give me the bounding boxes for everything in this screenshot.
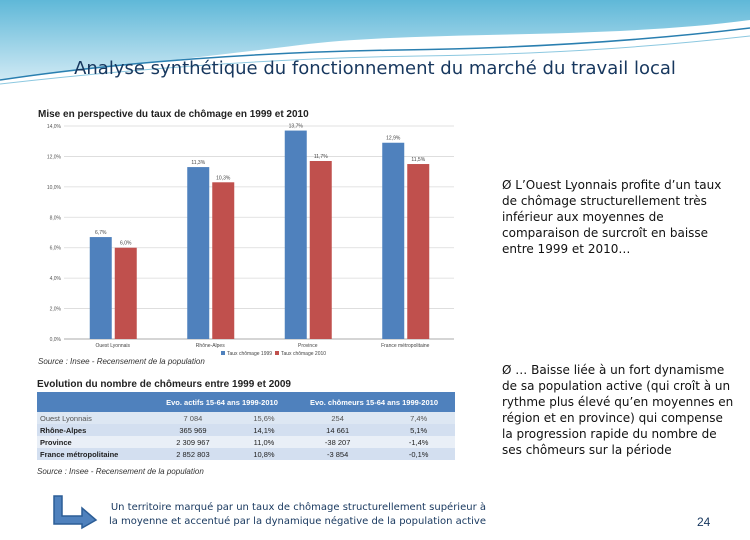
cell: 2 852 803: [151, 448, 235, 460]
y-tick-label: 2,0%: [50, 307, 62, 313]
cell: 10,8%: [234, 448, 294, 460]
table-row: France métropolitaine 2 852 803 10,8% -3…: [37, 448, 455, 460]
header-wave-decoration: [0, 0, 750, 85]
bar: [89, 237, 112, 339]
bar: [309, 160, 332, 339]
bar: [212, 182, 235, 339]
cell: 15,6%: [234, 412, 294, 424]
cell: 2 309 967: [151, 436, 235, 448]
row-label: Rhône-Alpes: [37, 424, 151, 436]
table-header-chomeurs: Evo. chômeurs 15-64 ans 1999-2010: [293, 392, 455, 412]
cell: -3 854: [293, 448, 383, 460]
table-row: Rhône-Alpes 365 969 14,1% 14 661 5,1%: [37, 424, 455, 436]
x-category-label: Rhône-Alpes: [196, 343, 225, 349]
cell: 365 969: [151, 424, 235, 436]
chart-source: Source : Insee - Recensement de la popul…: [38, 357, 205, 366]
bar-chart-svg: 0,0% 2,0% 4,0% 6,0% 8,0% 10,0% 12,0% 14,0% 6,7% 6…: [47, 124, 454, 357]
bar-value-label: 11,5%: [411, 157, 425, 163]
cell: 14,1%: [234, 424, 294, 436]
cell: 14 661: [293, 424, 383, 436]
legend-swatch: [221, 351, 225, 355]
bullet-marker: Ø: [502, 178, 512, 192]
cell: -0,1%: [382, 448, 455, 460]
bar-value-label: 6,7%: [95, 230, 107, 236]
bullet-2-text: … Baisse liée à un fort dynamisme de sa …: [502, 363, 734, 457]
y-tick-label: 14,0%: [47, 124, 62, 130]
table-header-actifs: Evo. actifs 15-64 ans 1999-2010: [151, 392, 294, 412]
row-label: Ouest Lyonnais: [37, 412, 151, 424]
cell: -38 207: [293, 436, 383, 448]
bullet-marker: Ø: [502, 363, 512, 377]
bar: [284, 130, 307, 339]
cell: -1,4%: [382, 436, 455, 448]
y-tick-label: 6,0%: [50, 246, 62, 252]
bar: [187, 167, 210, 339]
x-category-label: Ouest Lyonnais: [95, 343, 130, 349]
bullet-2: Ø … Baisse liée à un fort dynamisme de s…: [502, 362, 737, 458]
bar: [407, 164, 430, 339]
table-row: Ouest Lyonnais 7 084 15,6% 254 7,4%: [37, 412, 455, 424]
cell: 11,0%: [234, 436, 294, 448]
x-category-label: Province: [298, 343, 318, 349]
return-arrow-icon: [53, 495, 98, 530]
table-header-row: Evo. actifs 15-64 ans 1999-2010 Evo. chô…: [37, 392, 455, 412]
bar-value-label: 11,3%: [191, 160, 205, 166]
bar-value-label: 13,7%: [289, 124, 304, 130]
unemployment-chart: Mise en perspective du taux de chômage e…: [36, 106, 468, 368]
bar: [382, 142, 405, 339]
bottom-note: Un territoire marqué par un taux de chôm…: [108, 502, 486, 527]
bar-value-label: 6,0%: [120, 241, 132, 247]
bar-value-label: 12,9%: [386, 136, 401, 142]
table-row: Province 2 309 967 11,0% -38 207 -1,4%: [37, 436, 455, 448]
bar-value-label: 10,3%: [216, 175, 231, 181]
legend-label: Taux chômage 2010: [281, 351, 326, 357]
y-tick-label: 0,0%: [50, 337, 62, 343]
table-source: Source : Insee - Recensement de la popul…: [37, 467, 204, 476]
cell: 254: [293, 412, 383, 424]
cell: 7,4%: [382, 412, 455, 424]
y-tick-label: 4,0%: [50, 276, 62, 282]
unemployed-evolution-table: Evo. actifs 15-64 ans 1999-2010 Evo. chô…: [37, 392, 455, 460]
bullet-1: Ø L’Ouest Lyonnais profite d’un taux de …: [502, 177, 737, 257]
row-label: France métropolitaine: [37, 448, 151, 460]
y-tick-label: 10,0%: [47, 185, 62, 191]
x-category-label: France métropolitaine: [381, 343, 430, 349]
bar-value-label: 11,7%: [314, 154, 328, 160]
chart-title: Mise en perspective du taux de chômage e…: [38, 109, 309, 120]
table-header-corner: [37, 392, 151, 412]
slide-title: Analyse synthétique du fonctionnement du…: [74, 58, 676, 79]
page-number: 24: [697, 515, 711, 529]
y-tick-label: 8,0%: [50, 215, 62, 221]
row-label: Province: [37, 436, 151, 448]
bar: [114, 247, 137, 339]
bullet-1-text: L’Ouest Lyonnais profite d’un taux de ch…: [502, 178, 722, 256]
cell: 7 084: [151, 412, 235, 424]
legend-label: Taux chômage 1999: [227, 351, 272, 357]
y-tick-label: 12,0%: [47, 154, 62, 160]
table-title: Evolution du nombre de chômeurs entre 19…: [37, 379, 291, 390]
cell: 5,1%: [382, 424, 455, 436]
legend-swatch: [275, 351, 279, 355]
